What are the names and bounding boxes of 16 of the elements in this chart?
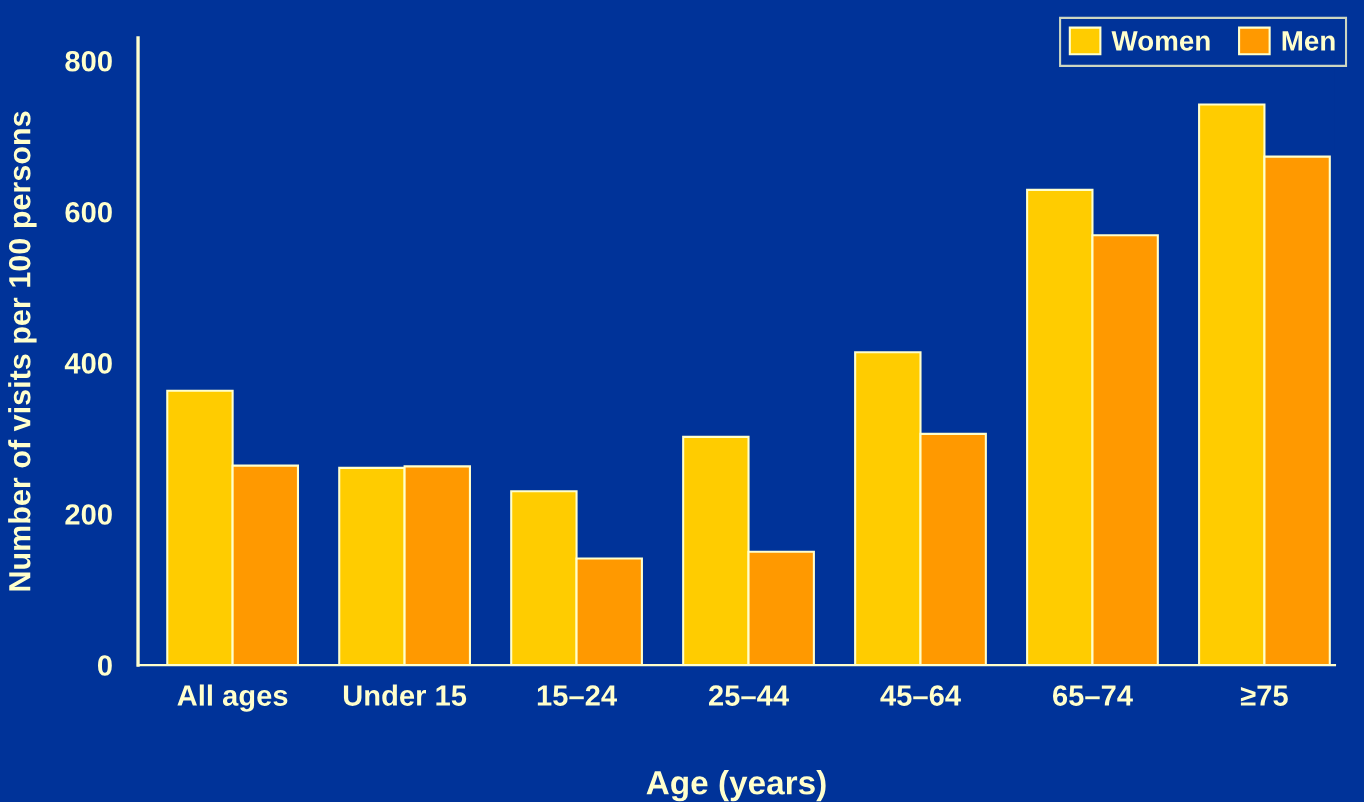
y-tick-label: 600 <box>65 201 112 223</box>
y-tick-label: 0 <box>97 655 112 676</box>
legend-label: Women <box>1111 31 1210 51</box>
x-tick-label: All ages <box>177 684 288 712</box>
x-tick-label: 65–74 <box>1052 685 1133 706</box>
x-tick-label: Under 15 <box>343 684 467 706</box>
x-tick-label: 45–64 <box>880 685 961 706</box>
x-axis-title: Age (years) <box>646 770 826 802</box>
y-axis-title: Number of visits per 100 persons <box>8 111 37 591</box>
x-tick-label: ≥75 <box>1240 685 1288 706</box>
y-tick-label: 400 <box>64 353 112 374</box>
x-tick-label: 15–24 <box>537 685 617 706</box>
legend-label: Men <box>1282 31 1335 51</box>
x-tick-label: 25–44 <box>708 685 789 706</box>
y-tick-label: 800 <box>65 50 112 72</box>
y-tick-label: 200 <box>65 504 112 525</box>
